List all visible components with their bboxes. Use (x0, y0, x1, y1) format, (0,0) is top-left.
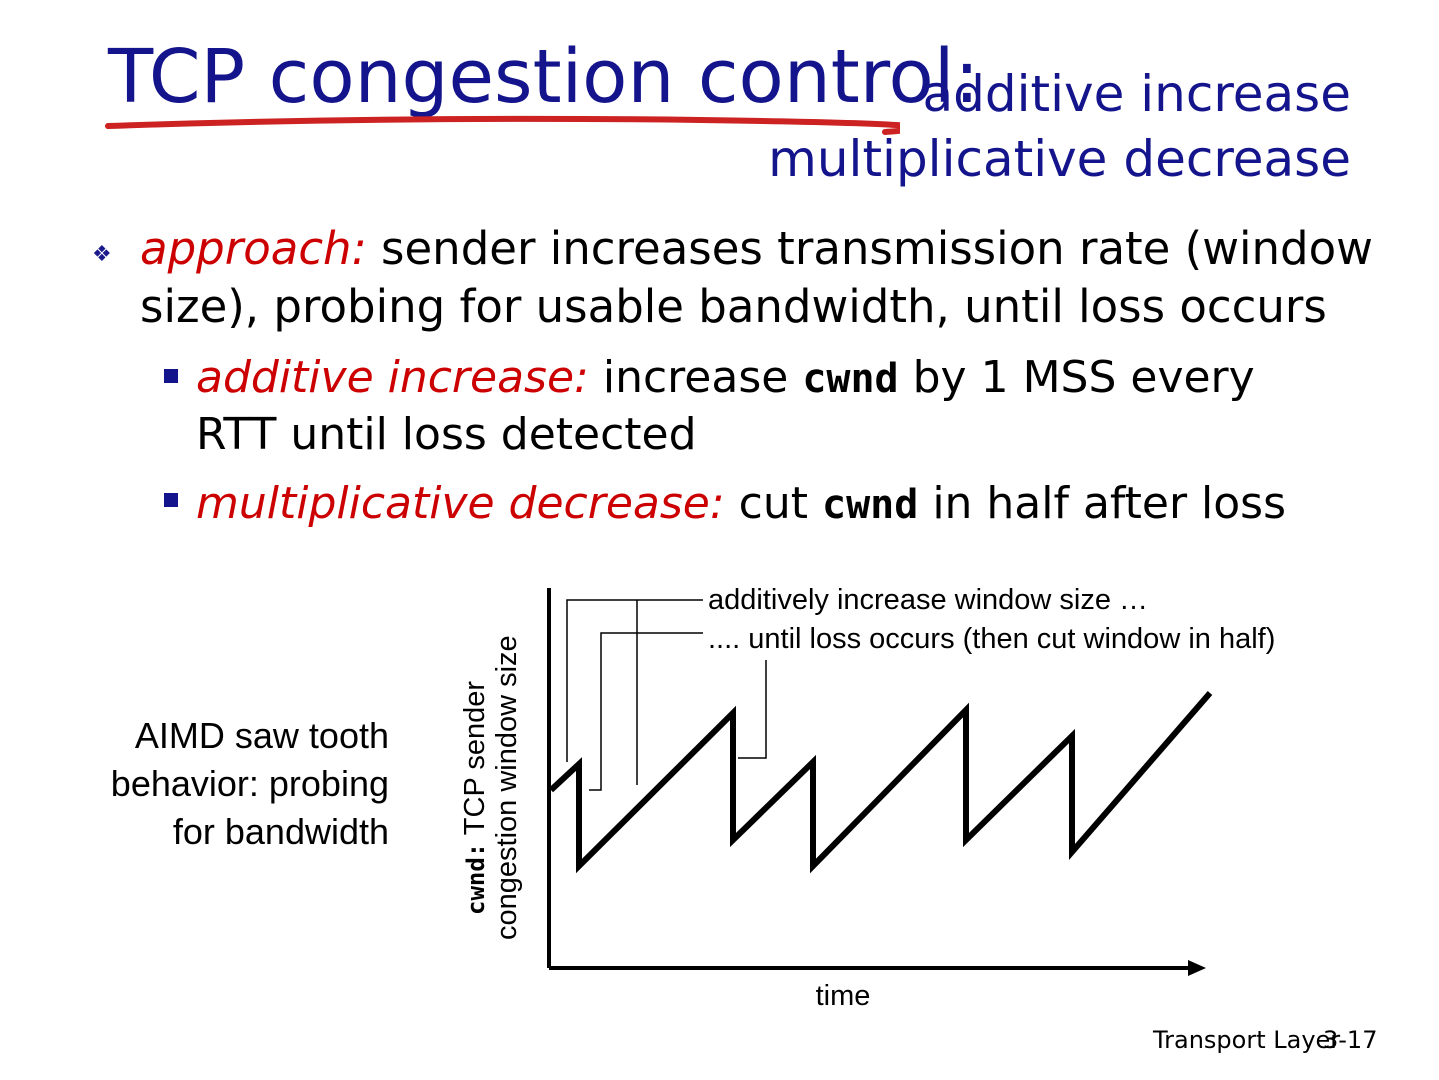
approach-text-line1: sender increases transmission rate (wind… (366, 222, 1373, 275)
callout-connector-1 (566, 599, 703, 762)
title-underline (105, 115, 900, 135)
side-note-line2: behavior: probing (110, 763, 389, 804)
side-note: AIMD saw tooth behavior: probing for ban… (111, 712, 389, 856)
additive-code: cwnd (802, 356, 899, 402)
approach-label: approach: (140, 222, 367, 275)
additive-text-post: by 1 MSS every (898, 352, 1255, 403)
additive-text-pre: increase (588, 352, 803, 403)
multiplicative-text-post: in half after loss (918, 478, 1287, 529)
square-bullet-icon (164, 492, 178, 511)
callout-connector-4 (738, 660, 767, 759)
footer-label: Transport Layer (1153, 1026, 1341, 1054)
diamond-bullet-icon: ❖ (92, 242, 112, 267)
y-axis-label-line1: cwnd: TCP sender (459, 681, 491, 915)
square-bullet-icon (164, 368, 178, 387)
callout-connector-3 (589, 632, 703, 791)
approach-text-line2: size), probing for usable bandwidth, unt… (140, 280, 1327, 333)
annotation-additive: additively increase window size … (708, 584, 1148, 616)
page-number: 3-17 (1323, 1026, 1378, 1054)
bullet-approach: approach: sender increases transmission … (140, 220, 1373, 336)
additive-label: additive increase: (196, 352, 589, 403)
bullet-additive-increase: additive increase: increase cwnd by 1 MS… (196, 350, 1255, 463)
annotation-loss: .... until loss occurs (then cut window … (708, 623, 1275, 655)
x-axis-arrow-icon (1188, 960, 1206, 976)
y-axis-label-code: cwnd: (462, 843, 490, 915)
side-note-line3: for bandwidth (172, 811, 389, 852)
y-axis-label-text1: TCP sender (459, 681, 491, 843)
additive-text-line2: RTT until loss detected (196, 409, 697, 460)
y-axis-label-line2: congestion window size (491, 635, 523, 940)
x-axis-label: time (816, 980, 871, 1012)
multiplicative-label: multiplicative decrease: (196, 478, 725, 529)
multiplicative-code: cwnd (822, 482, 919, 528)
bullet-multiplicative-decrease: multiplicative decrease: cut cwnd in hal… (196, 476, 1286, 533)
side-note-line1: AIMD saw tooth (134, 715, 389, 756)
page-title: TCP congestion control: (108, 34, 980, 120)
page-subtitle-line2: multiplicative decrease (768, 130, 1351, 188)
page-subtitle-line1: additive increase (922, 65, 1352, 123)
sawtooth-line (548, 691, 1213, 874)
multiplicative-text-pre: cut (724, 478, 822, 529)
